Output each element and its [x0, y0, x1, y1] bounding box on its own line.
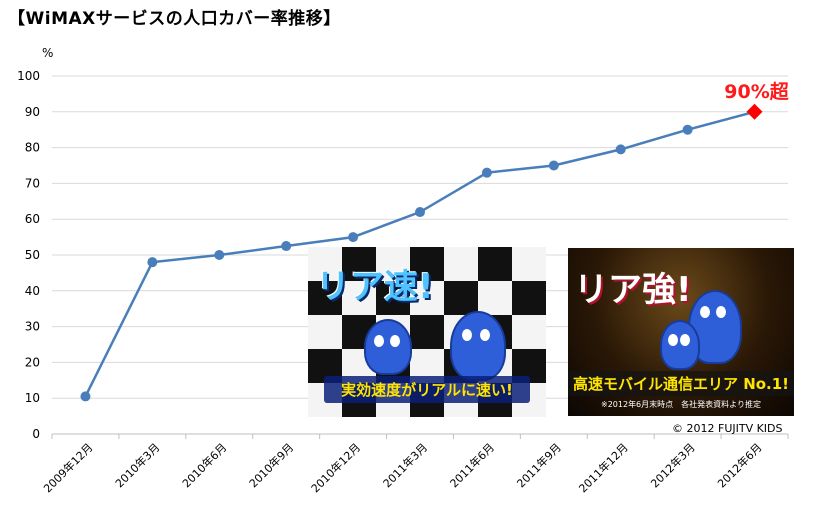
copyright-text: © 2012 FUJITV KIDS: [672, 422, 783, 435]
highlight-point: [746, 103, 763, 120]
callout-label: 90%超: [724, 80, 789, 103]
y-axis-ticks: 0 10 20 30 40 50 60 70 80 90 100: [17, 69, 40, 441]
data-point: [281, 241, 292, 252]
y-tick-label: 0: [32, 427, 40, 441]
promo-headline: リア強!: [574, 270, 692, 310]
chart-title: 【WiMAXサービスの人口カバー率推移】: [8, 9, 341, 29]
y-tick-label: 80: [25, 141, 40, 155]
y-tick-label: 60: [25, 212, 40, 226]
x-tick-label: 2010年9月: [246, 440, 296, 490]
promo-photo-strong: リア強! 高速モバイル通信エリア No.1! ※2012年6月末時点 各社発表資…: [568, 248, 794, 416]
x-tick-label: 2009年12月: [40, 440, 95, 495]
y-tick-label: 50: [25, 248, 40, 262]
data-points: [80, 103, 763, 402]
x-tick-label: 2011年3月: [380, 440, 430, 490]
promo-caption: 実効速度がリアルに速い!: [324, 376, 530, 403]
promo-caption: 高速モバイル通信エリア No.1!: [568, 371, 794, 396]
data-point: [548, 160, 559, 171]
x-tick-label: 2010年12月: [308, 440, 363, 495]
y-tick-label: 20: [25, 355, 40, 369]
mascot-figure: [660, 320, 700, 370]
x-tick-label: 2010年6月: [179, 440, 229, 490]
x-tick-label: 2012年6月: [714, 440, 764, 490]
mascot-figure: [364, 319, 412, 375]
data-point: [80, 391, 91, 402]
data-point: [147, 257, 158, 268]
y-tick-label: 40: [25, 284, 40, 298]
y-tick-label: 90: [25, 105, 40, 119]
data-point: [682, 124, 693, 135]
y-tick-label: 100: [17, 69, 40, 83]
x-axis-ticks: 2009年12月 2010年3月 2010年6月 2010年9月 2010年12月 201…: [40, 434, 789, 495]
promo-headline: リア速!: [316, 267, 434, 307]
data-point: [415, 207, 425, 218]
y-tick-label: 70: [25, 176, 40, 190]
promo-footnote: ※2012年6月末時点 各社発表資料より推定: [601, 400, 761, 409]
y-tick-label: 30: [25, 320, 40, 334]
x-tick-label: 2011年9月: [514, 440, 564, 490]
x-tick-label: 2011年12月: [576, 440, 631, 495]
mascot-figure: [450, 311, 506, 381]
y-tick-label: 10: [25, 391, 40, 405]
data-point: [481, 167, 492, 178]
x-tick-label: 2011年6月: [447, 440, 497, 490]
y-axis-label: %: [42, 46, 53, 60]
promo-photo-speed: リア速! 実効速度がリアルに速い!: [308, 247, 546, 417]
data-point: [214, 250, 225, 260]
x-tick-label: 2012年3月: [648, 440, 698, 490]
data-point: [348, 232, 359, 243]
data-point: [615, 144, 626, 155]
x-tick-label: 2010年3月: [112, 440, 162, 490]
